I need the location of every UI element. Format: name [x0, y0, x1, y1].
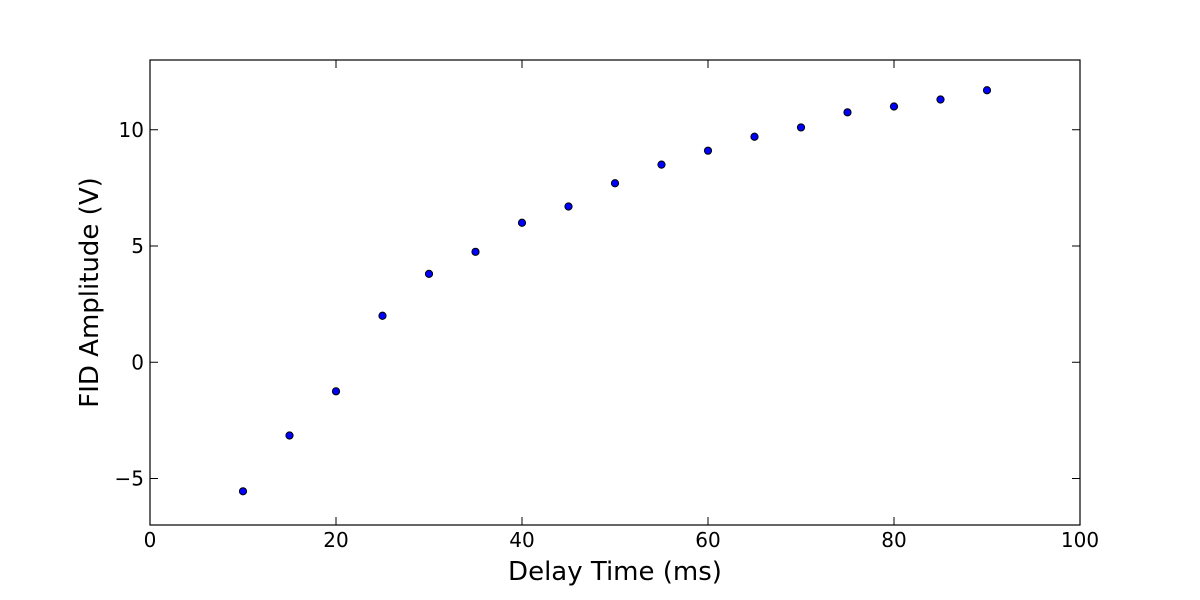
data-point [703, 146, 713, 155]
y-tick-label: 10 [119, 118, 144, 142]
data-point [982, 86, 992, 95]
x-tick-label: 40 [509, 528, 534, 552]
data-point [657, 160, 666, 169]
data-point [471, 247, 480, 256]
x-tick-label: 80 [881, 528, 906, 552]
data-point [889, 102, 899, 111]
data-point [517, 218, 527, 227]
x-tick-label: 100 [1061, 528, 1099, 552]
y-tick-label: 5 [131, 234, 144, 258]
data-point [936, 95, 945, 104]
y-tick-label: −5 [115, 467, 144, 491]
data-point [238, 487, 248, 496]
data-points [238, 86, 992, 496]
x-tick-label: 0 [144, 528, 157, 552]
x-tick-label: 20 [323, 528, 348, 552]
data-point [378, 311, 387, 320]
data-point [610, 179, 620, 188]
plot-frame [149, 59, 1081, 526]
data-point [796, 123, 806, 132]
data-point [750, 132, 759, 141]
x-tick-label: 60 [695, 528, 720, 552]
data-point [564, 202, 573, 211]
y-tick-label: 0 [131, 350, 144, 374]
x-axis-label: Delay Time (ms) [508, 557, 722, 587]
axis-ticks: 0 20 40 60 80 100 −5 0 5 10 [115, 60, 1099, 552]
data-point [843, 108, 852, 117]
y-axis-label: FID Amplitude (V) [75, 177, 105, 407]
data-point [331, 387, 341, 396]
data-point [285, 431, 294, 440]
data-point [424, 269, 434, 278]
